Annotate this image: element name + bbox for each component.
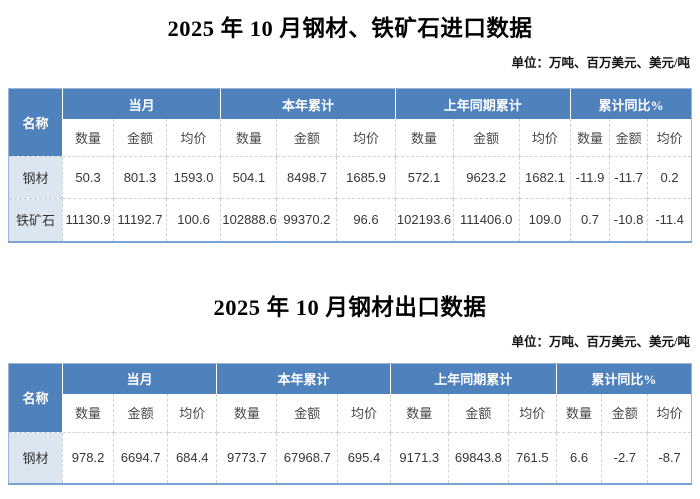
data-cell: 572.1 <box>394 156 454 199</box>
export-unit-note: 单位：万吨、百万美元、美元/吨 <box>511 334 690 349</box>
import-unit-note: 单位：万吨、百万美元、美元/吨 <box>511 56 690 70</box>
sub-header-qty: 数量 <box>570 119 610 157</box>
sub-header-avg-price: 均价 <box>647 393 692 433</box>
data-cell: 100.6 <box>165 198 221 242</box>
sub-header-avg-price: 均价 <box>337 393 391 433</box>
data-cell: 1593.0 <box>165 156 221 199</box>
data-cell: -11.9 <box>570 156 610 199</box>
sub-header-qty: 数量 <box>61 119 114 157</box>
sub-header-amount: 金额 <box>113 393 168 433</box>
sub-header-amount: 金额 <box>601 393 648 433</box>
data-cell: 1682.1 <box>518 156 571 199</box>
data-cell: 504.1 <box>220 156 277 199</box>
sub-header-amount: 金额 <box>113 119 167 157</box>
export-title: 2025 年 10 月钢材出口数据 <box>213 294 487 320</box>
data-cell: -11.4 <box>647 198 692 242</box>
sub-header-avg-price: 均价 <box>507 393 557 433</box>
group-header-prev-year-ytd: 上年同期累计 <box>394 88 571 119</box>
table-row: 名称 当月 本年累计 上年同期累计 累计同比% <box>8 88 692 157</box>
import-table: 名称 当月 本年累计 上年同期累计 累计同比% 数量 金额 均价 数量 金额 均… <box>8 88 692 243</box>
data-cell: 69843.8 <box>447 431 509 484</box>
group-header-prev-year-ytd: 上年同期累计 <box>389 363 557 394</box>
data-cell: -11.7 <box>608 156 648 199</box>
data-cell: 9773.7 <box>216 431 277 484</box>
group-header-yoy-pct: 累计同比% <box>555 363 692 394</box>
data-cell: -2.7 <box>601 431 648 484</box>
sub-header-avg-price: 均价 <box>518 119 571 157</box>
group-header-current-month: 当月 <box>61 363 217 394</box>
import-title: 2025 年 10 月钢材、铁矿石进口数据 <box>167 16 533 41</box>
data-cell: 8498.7 <box>276 156 337 199</box>
sub-header-amount: 金额 <box>447 393 509 433</box>
data-cell: 67968.7 <box>276 431 338 484</box>
group-header-current-month: 当月 <box>61 88 221 119</box>
sub-header-avg-price: 均价 <box>165 119 221 157</box>
sub-header-qty: 数量 <box>220 119 277 157</box>
data-cell: 0.2 <box>647 156 692 199</box>
data-cell: 801.3 <box>113 156 167 199</box>
data-cell: 6.6 <box>555 431 602 484</box>
table-row-iron-ore: 铁矿石 11130.9 11192.7 100.6 102888.6 99370… <box>8 198 692 242</box>
table-row: 数量 金额 均价 数量 金额 均价 数量 金额 均价 数量 金额 均价 <box>9 393 692 433</box>
data-cell: 109.0 <box>518 198 571 242</box>
data-cell: 0.7 <box>570 198 610 242</box>
data-cell: 102888.6 <box>220 198 277 242</box>
export-section: 2025 年 10 月钢材出口数据 单位：万吨、百万美元、美元/吨 名称 当月 … <box>0 291 700 485</box>
row-label: 铁矿石 <box>8 198 63 242</box>
table-row: 名称 当月 本年累计 上年同期累计 累计同比% <box>8 363 692 432</box>
sub-header-qty: 数量 <box>216 393 277 433</box>
data-cell: 6694.7 <box>113 431 168 484</box>
data-cell: 99370.2 <box>276 198 337 242</box>
sub-header-amount: 金额 <box>608 119 648 157</box>
data-cell: 978.2 <box>61 431 114 484</box>
sub-header-amount: 金额 <box>452 119 520 157</box>
data-cell: 11130.9 <box>61 198 114 242</box>
name-column-header: 名称 <box>8 88 63 157</box>
group-header-yoy-pct: 累计同比% <box>570 88 692 119</box>
data-cell: 9171.3 <box>389 431 449 484</box>
data-cell: 684.4 <box>167 431 217 484</box>
sub-header-avg-price: 均价 <box>647 119 692 157</box>
data-cell: 50.3 <box>61 156 114 199</box>
row-label: 钢材 <box>8 156 63 199</box>
table-row-steel: 钢材 50.3 801.3 1593.0 504.1 8498.7 1685.9… <box>8 156 692 199</box>
data-cell: 96.6 <box>336 198 396 242</box>
name-column-header: 名称 <box>8 363 63 432</box>
row-label: 钢材 <box>8 431 63 484</box>
data-cell: 111406.0 <box>452 198 520 242</box>
data-cell: 1685.9 <box>336 156 396 199</box>
sub-header-avg-price: 均价 <box>167 393 217 433</box>
data-cell: 9623.2 <box>452 156 520 199</box>
table-row-steel: 钢材 978.2 6694.7 684.4 9773.7 67968.7 695… <box>8 431 692 484</box>
data-cell: -10.8 <box>608 198 648 242</box>
group-header-ytd: 本年累计 <box>220 88 396 119</box>
export-table: 名称 当月 本年累计 上年同期累计 累计同比% 数量 金额 均价 数量 金额 均… <box>8 362 692 485</box>
data-cell: 102193.6 <box>394 198 454 242</box>
data-cell: -8.7 <box>647 431 692 484</box>
page: 2025 年 10 月钢材、铁矿石进口数据 单位：万吨、百万美元、美元/吨 名称… <box>0 12 700 485</box>
data-cell: 761.5 <box>507 431 557 484</box>
sub-header-avg-price: 均价 <box>336 119 396 157</box>
sub-header-qty: 数量 <box>61 393 114 433</box>
sub-header-amount: 金额 <box>276 119 337 157</box>
table-row: 数量 金额 均价 数量 金额 均价 数量 金额 均价 数量 金额 均价 <box>9 119 692 157</box>
sub-header-qty: 数量 <box>389 393 449 433</box>
data-cell: 11192.7 <box>113 198 167 242</box>
sub-header-qty: 数量 <box>555 393 602 433</box>
import-section: 2025 年 10 月钢材、铁矿石进口数据 单位：万吨、百万美元、美元/吨 名称… <box>0 12 700 243</box>
sub-header-qty: 数量 <box>394 119 454 157</box>
sub-header-amount: 金额 <box>276 393 338 433</box>
data-cell: 695.4 <box>337 431 391 484</box>
group-header-ytd: 本年累计 <box>216 363 391 394</box>
